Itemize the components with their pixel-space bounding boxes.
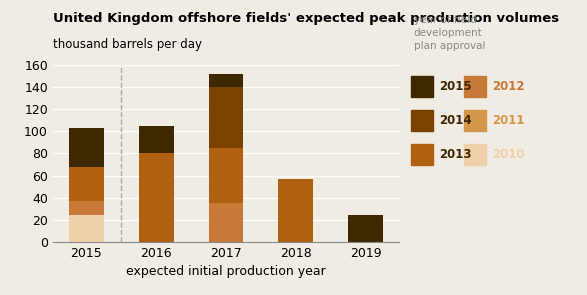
Text: year of field
development
plan approval: year of field development plan approval [414,15,485,51]
Text: United Kingdom offshore fields' expected peak production volumes: United Kingdom offshore fields' expected… [53,12,559,25]
X-axis label: expected initial production year: expected initial production year [126,265,326,278]
Bar [278,179,313,242]
Bar [208,203,244,242]
Bar [69,167,103,201]
Bar [208,148,244,203]
Bar [69,128,103,167]
Text: 2010: 2010 [492,148,524,161]
Bar [208,87,244,148]
Text: 2014: 2014 [439,114,472,127]
Bar [139,153,174,242]
Bar [139,126,174,153]
Bar [69,201,103,215]
Text: 2011: 2011 [492,114,524,127]
Text: 2013: 2013 [439,148,471,161]
Bar [208,74,244,87]
Text: 2015: 2015 [439,80,472,93]
Bar [349,215,383,242]
Text: thousand barrels per day: thousand barrels per day [53,38,202,51]
Bar [69,215,103,242]
Text: 2012: 2012 [492,80,524,93]
